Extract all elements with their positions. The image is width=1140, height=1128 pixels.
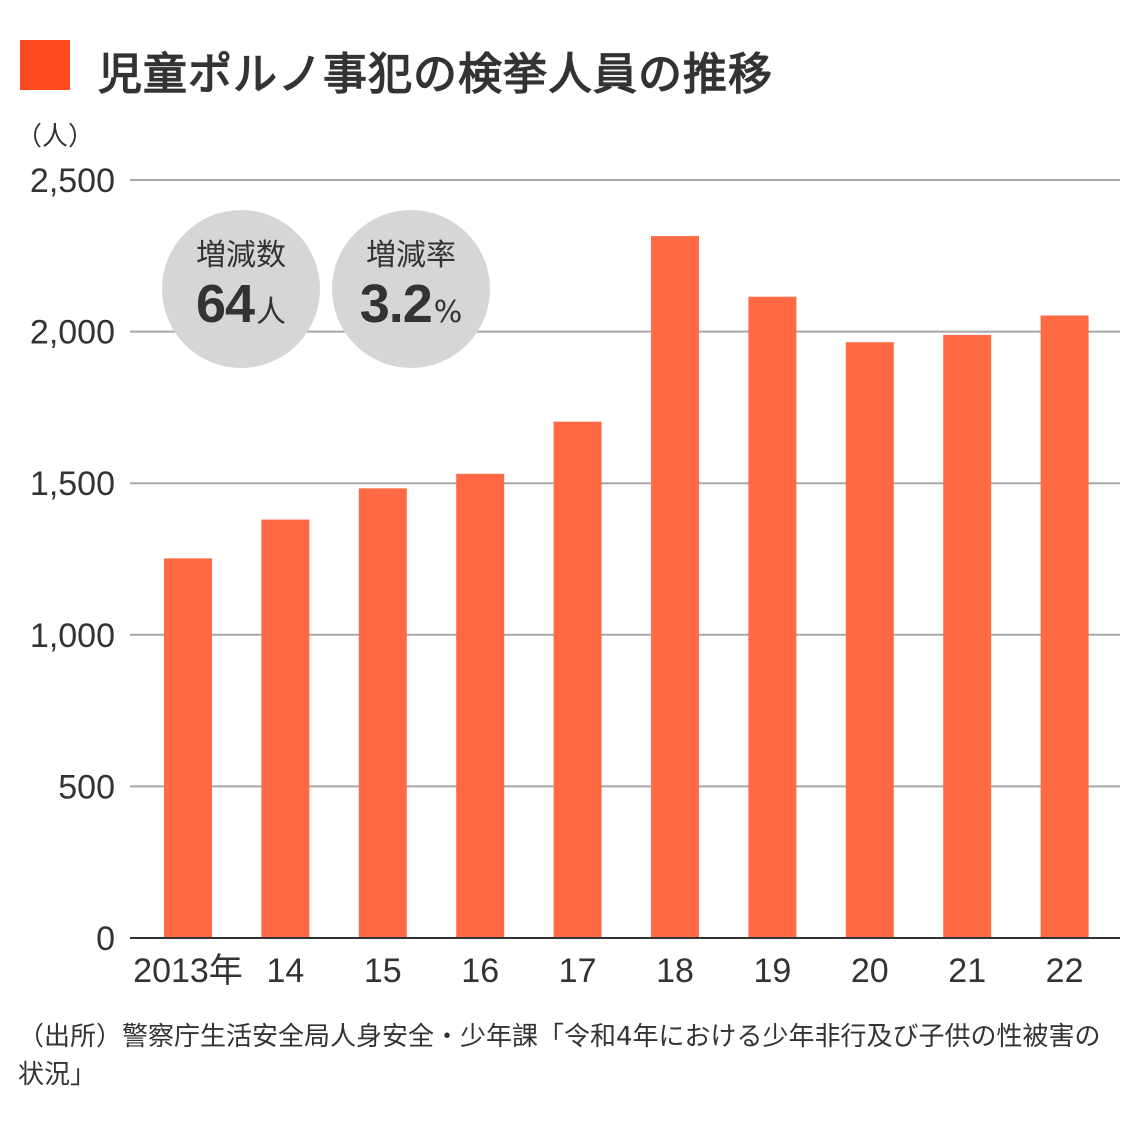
bar-19 bbox=[748, 296, 797, 938]
x-tick-label: 20 bbox=[851, 952, 889, 990]
bar-22 bbox=[1040, 315, 1089, 938]
bar-18 bbox=[651, 236, 699, 939]
bar-17 bbox=[553, 421, 602, 938]
change-rate-unit: % bbox=[433, 295, 463, 330]
title-accent-square bbox=[20, 40, 70, 90]
x-tick-label: 17 bbox=[559, 952, 597, 990]
x-tick-label: 18 bbox=[656, 952, 694, 990]
x-tick-label: 19 bbox=[753, 952, 791, 990]
y-axis-unit-label: （人） bbox=[16, 122, 95, 152]
change-count-value: 64 bbox=[195, 274, 255, 334]
y-tick-label: 500 bbox=[58, 768, 115, 806]
bar-2013年 bbox=[164, 558, 212, 938]
y-tick-label: 1,000 bbox=[30, 617, 115, 655]
bar-15 bbox=[358, 488, 407, 938]
x-tick-label: 2013年 bbox=[133, 952, 243, 990]
change-count-label: 増減数 bbox=[196, 238, 286, 273]
change-count-badge: 増減数 64 人 bbox=[162, 210, 320, 368]
x-tick-label: 21 bbox=[948, 952, 986, 990]
change-rate-value: 3.2 bbox=[359, 274, 433, 334]
x-tick-label: 14 bbox=[266, 952, 304, 990]
change-count-unit: 人 bbox=[256, 295, 287, 330]
bar-16 bbox=[456, 473, 505, 938]
bar-21 bbox=[943, 334, 992, 939]
bar-20 bbox=[845, 342, 894, 938]
change-rate-badge: 増減率 3.2 % bbox=[332, 210, 490, 368]
x-tick-label: 22 bbox=[1046, 952, 1084, 990]
x-tick-label: 16 bbox=[461, 952, 499, 990]
y-tick-label: 0 bbox=[96, 920, 115, 958]
chart-title: 児童ポルノ事犯の検挙人員の推移 bbox=[98, 49, 773, 100]
y-tick-label: 2,000 bbox=[30, 314, 115, 352]
y-tick-label: 2,500 bbox=[30, 162, 115, 200]
change-rate-label: 増減率 bbox=[366, 238, 456, 273]
x-tick-label: 15 bbox=[364, 952, 402, 990]
bar-14 bbox=[261, 519, 310, 938]
source-note: （出所）警察庁生活安全局人身安全・少年課「令和4年における少年非行及び子供の性被… bbox=[18, 1022, 1101, 1090]
y-tick-label: 1,500 bbox=[30, 465, 115, 503]
